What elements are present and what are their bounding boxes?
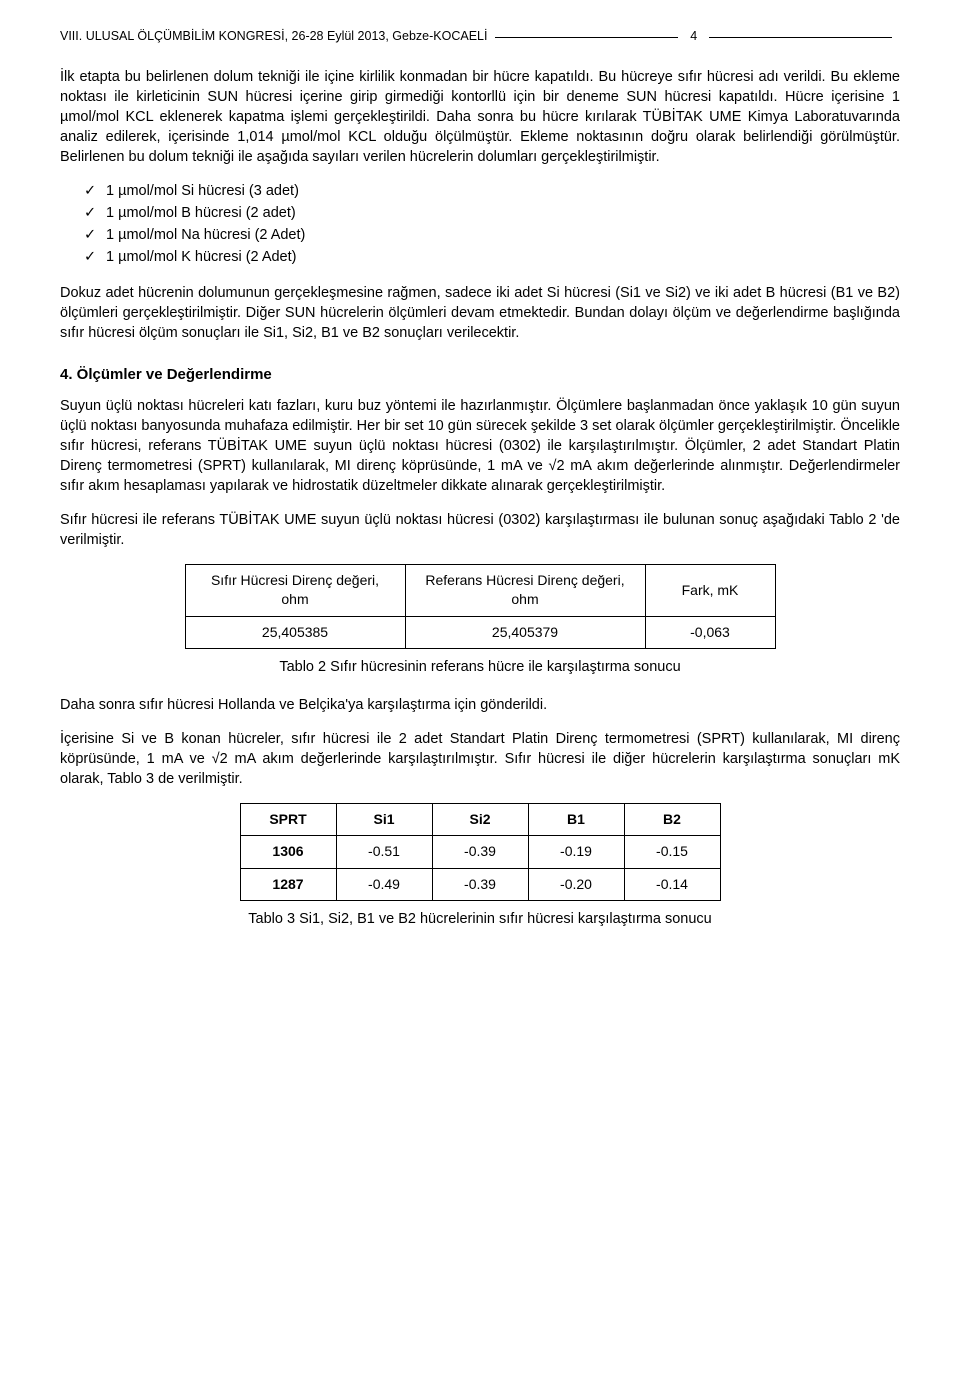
table3-cell: -0.51 — [336, 836, 432, 868]
table3-header: Si2 — [432, 803, 528, 835]
table3-cell: -0.49 — [336, 868, 432, 900]
table3-cell: -0.20 — [528, 868, 624, 900]
section-4-heading: 4. Ölçümler ve Değerlendirme — [60, 365, 900, 386]
table2-cell: 25,405379 — [405, 616, 645, 648]
table3-header: B1 — [528, 803, 624, 835]
table2-header-c2: Referans Hücresi Direnç değeri, ohm — [405, 564, 645, 616]
table-3: SPRT Si1 Si2 B1 B2 1306 -0.51 -0.39 -0.1… — [240, 803, 721, 901]
paragraph-nine-cells: Dokuz adet hücrenin dolumunun gerçekleşm… — [60, 283, 900, 343]
table3-cell: 1306 — [240, 836, 336, 868]
paragraph-intro: İlk etapta bu belirlenen dolum tekniği i… — [60, 67, 900, 167]
page-header: VIII. ULUSAL ÖLÇÜMBİLİM KONGRESİ, 26-28 … — [60, 28, 900, 45]
header-rule-right — [709, 37, 892, 38]
paragraph-table2-lead: Sıfır hücresi ile referans TÜBİTAK UME s… — [60, 510, 900, 550]
table3-header: SPRT — [240, 803, 336, 835]
paragraph-table3-lead: İçerisine Si ve B konan hücreler, sıfır … — [60, 729, 900, 789]
page-number: 4 — [686, 28, 701, 45]
table2-cell: 25,405385 — [185, 616, 405, 648]
table3-cell: -0.15 — [624, 836, 720, 868]
table-row: Sıfır Hücresi Direnç değeri, ohm Referan… — [185, 564, 775, 616]
table3-cell: -0.39 — [432, 836, 528, 868]
table3-header: B2 — [624, 803, 720, 835]
checklist-item: 1 µmol/mol Si hücresi (3 adet) — [84, 181, 900, 201]
table-row: 25,405385 25,405379 -0,063 — [185, 616, 775, 648]
conference-title: VIII. ULUSAL ÖLÇÜMBİLİM KONGRESİ, 26-28 … — [60, 28, 487, 45]
checklist-item: 1 µmol/mol Na hücresi (2 Adet) — [84, 225, 900, 245]
checklist-item: 1 µmol/mol K hücresi (2 Adet) — [84, 247, 900, 267]
cell-checklist: 1 µmol/mol Si hücresi (3 adet) 1 µmol/mo… — [84, 181, 900, 267]
table-3-caption: Tablo 3 Si1, Si2, B1 ve B2 hücrelerinin … — [60, 909, 900, 929]
table2-header-c1: Sıfır Hücresi Direnç değeri, ohm — [185, 564, 405, 616]
table3-cell: -0.14 — [624, 868, 720, 900]
paragraph-sent-abroad: Daha sonra sıfır hücresi Hollanda ve Bel… — [60, 695, 900, 715]
table-row: 1287 -0.49 -0.39 -0.20 -0.14 — [240, 868, 720, 900]
header-rule-left — [495, 37, 678, 38]
table2-cell: -0,063 — [645, 616, 775, 648]
table3-cell: -0.19 — [528, 836, 624, 868]
table3-header: Si1 — [336, 803, 432, 835]
paragraph-measurement-setup: Suyun üçlü noktası hücreleri katı fazlar… — [60, 396, 900, 496]
table3-cell: 1287 — [240, 868, 336, 900]
table-row: 1306 -0.51 -0.39 -0.19 -0.15 — [240, 836, 720, 868]
table-2: Sıfır Hücresi Direnç değeri, ohm Referan… — [185, 564, 776, 649]
table-2-caption: Tablo 2 Sıfır hücresinin referans hücre … — [60, 657, 900, 677]
checklist-item: 1 µmol/mol B hücresi (2 adet) — [84, 203, 900, 223]
table2-header-c3: Fark, mK — [645, 564, 775, 616]
table3-cell: -0.39 — [432, 868, 528, 900]
table-row: SPRT Si1 Si2 B1 B2 — [240, 803, 720, 835]
